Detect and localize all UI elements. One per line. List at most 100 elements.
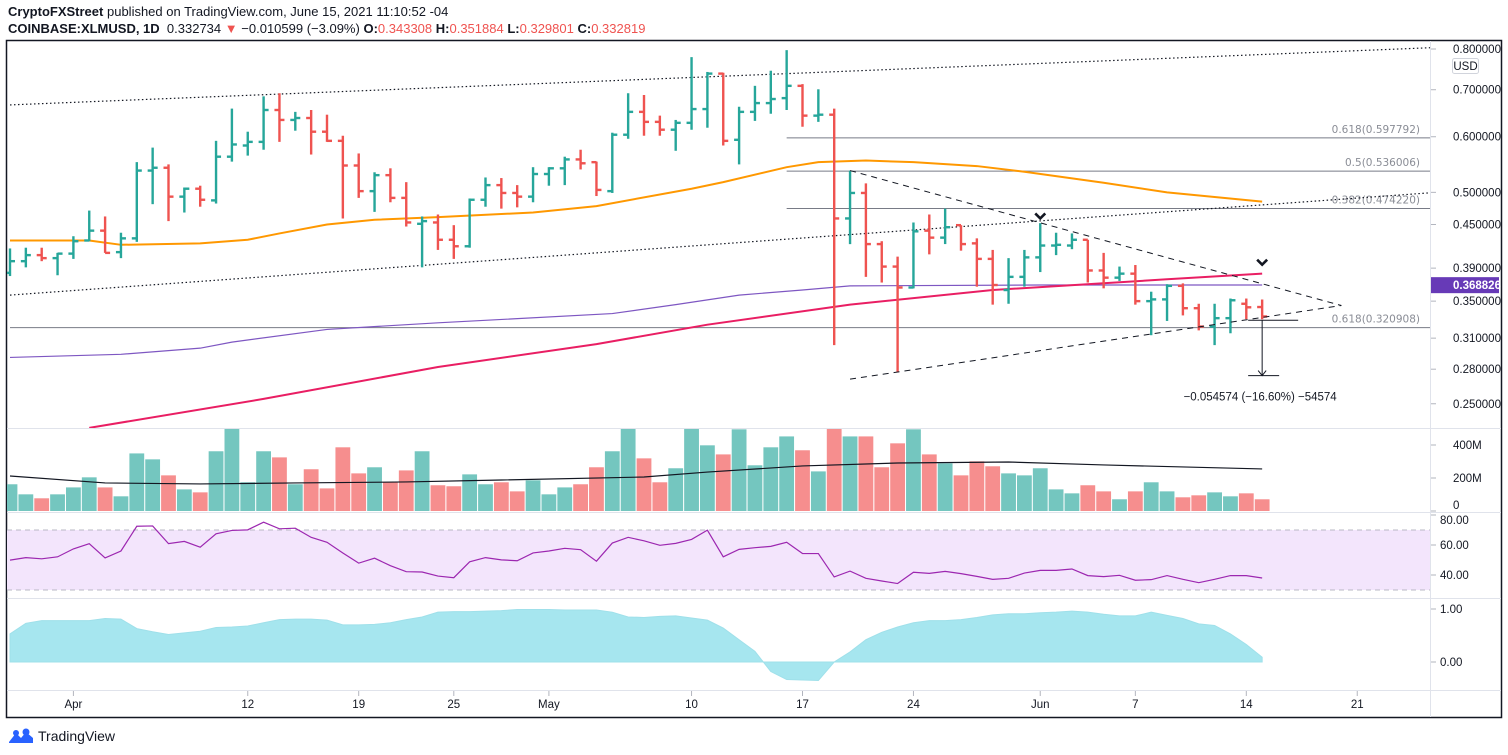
ohlc-bar[interactable] [686,57,697,130]
ohlc-bar[interactable] [496,178,507,209]
volume-bar[interactable] [1223,496,1238,511]
volume-bar[interactable] [113,496,129,511]
ohlc-bar[interactable] [322,114,332,143]
ohlc-bar[interactable] [654,115,665,136]
volume-bar[interactable] [842,436,858,511]
ohlc-bar[interactable] [1241,298,1252,320]
time-axis[interactable]: Apr 12 19 25 May 10 17 24 Jun 7 14 21 [64,691,1364,711]
volume-bar[interactable] [351,473,367,511]
ohlc-bar[interactable] [1257,299,1268,320]
volume-bar[interactable] [1191,495,1207,511]
volume-bar[interactable] [319,488,335,511]
ohlc-bar[interactable] [306,109,317,155]
volume-pane[interactable] [3,425,1270,511]
ohlc-bar[interactable] [115,232,126,259]
volume-bar[interactable] [810,471,826,511]
volume-bar[interactable] [636,458,652,511]
ohlc-bar[interactable] [1051,232,1062,256]
volume-bar[interactable] [192,492,208,511]
volume-bar[interactable] [1207,492,1222,511]
volume-bar[interactable] [1032,468,1048,511]
volume-bar[interactable] [34,498,50,511]
ohlc-bar[interactable] [163,164,174,222]
ohlc-bar[interactable] [5,248,15,277]
ohlc-bar[interactable] [147,147,158,205]
ohlc-bar[interactable] [1225,298,1236,334]
ohlc-bar[interactable] [734,106,745,165]
ohlc-bar[interactable] [829,108,840,346]
ohlc-bar[interactable] [258,96,269,150]
volume-bar[interactable] [240,482,256,511]
ohlc-bar[interactable] [369,172,380,212]
ohlc-bar[interactable] [749,85,760,121]
ohlc-bar[interactable] [448,225,459,259]
tradingview-logo[interactable]: TradingView [8,728,115,744]
volume-bar[interactable] [953,475,969,511]
volume-bar[interactable] [890,443,905,511]
ohlc-bar[interactable] [385,168,396,203]
ohlc-bar[interactable] [353,153,364,198]
ohlc-bar[interactable] [84,210,95,242]
volume-bar[interactable] [1017,475,1032,511]
ohlc-bar[interactable] [1066,233,1077,250]
ohlc-bar[interactable] [940,208,951,245]
volume-bar[interactable] [1112,499,1127,511]
ohlc-bar[interactable] [401,182,412,227]
volume-bar[interactable] [1064,493,1080,511]
ohlc-bar[interactable] [781,50,792,110]
volume-bar[interactable] [779,436,795,511]
ohlc-bar[interactable] [845,170,856,245]
ohlc-bar[interactable] [1177,283,1188,316]
ohlc-bar[interactable] [52,252,63,276]
channel-trendline[interactable] [9,192,1437,296]
volume-bar[interactable] [906,429,921,511]
ohlc-bar[interactable] [607,132,618,193]
ohlc-bar[interactable] [337,135,348,219]
ohlc-bar[interactable] [36,247,47,262]
volume-bar[interactable] [430,485,446,511]
volume-bar[interactable] [50,494,65,511]
price-pane[interactable]: 0.618(0.597792) 0.5(0.536006) 0.382(0.4742… [5,47,1437,428]
ohlc-bar[interactable] [1130,265,1141,305]
volume-bar[interactable] [1159,491,1175,511]
oscillator-pane[interactable] [9,609,1263,682]
volume-bar[interactable] [747,465,763,511]
volume-bar[interactable] [858,436,874,511]
ohlc-bar[interactable] [242,131,253,156]
ohlc-bar[interactable] [1019,249,1030,287]
ohlc-bar[interactable] [432,214,443,250]
volume-bar[interactable] [684,425,699,511]
ohlc-bar[interactable] [971,238,982,287]
volume-bar[interactable] [1096,491,1112,511]
triangle-trendline[interactable] [849,170,1342,307]
volume-bar[interactable] [81,477,97,511]
volume-bar[interactable] [272,457,287,511]
ohlc-bar[interactable] [68,236,79,259]
ohlc-bar[interactable] [211,140,222,204]
rsi-pane[interactable] [7,521,1430,591]
volume-bar[interactable] [652,482,668,511]
volume-bar[interactable] [826,425,842,511]
volume-bar[interactable] [795,450,810,511]
volume-bar[interactable] [287,484,303,511]
volume-bar[interactable] [969,461,985,511]
volume-bar[interactable] [1080,485,1096,511]
ohlc-bar[interactable] [813,89,824,122]
volume-bar[interactable] [763,447,779,511]
ohlc-bar[interactable] [290,111,301,131]
volume-bar[interactable] [129,453,145,511]
ohlc-bar[interactable] [480,177,491,207]
volume-bar[interactable] [668,468,684,511]
volume-bar[interactable] [620,425,636,511]
ohlc-bar[interactable] [131,162,142,242]
ohlc-bar[interactable] [670,119,681,151]
volume-bar[interactable] [509,491,525,511]
volume-bar[interactable] [874,467,890,511]
volume-bar[interactable] [604,451,620,511]
ohlc-bar[interactable] [860,183,871,277]
ohlc-bar[interactable] [195,185,206,207]
ohlc-bar[interactable] [417,216,428,268]
ohlc-bar[interactable] [591,160,602,197]
volume-bar[interactable] [303,469,319,511]
